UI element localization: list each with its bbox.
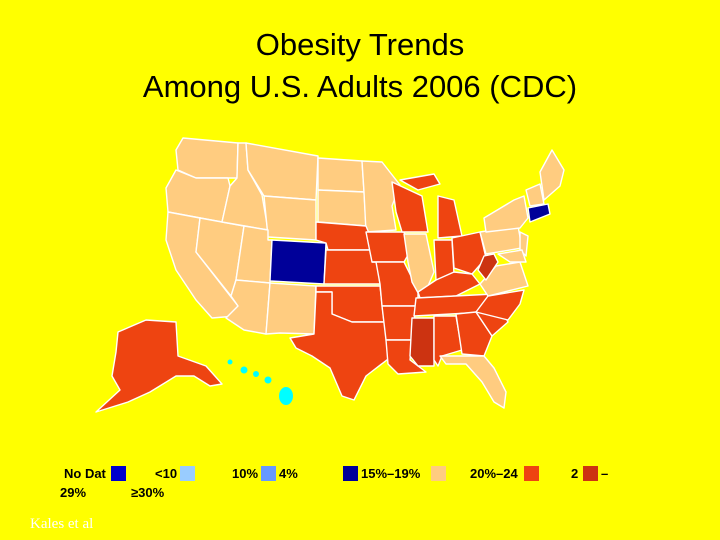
state-new-mexico [265,282,317,335]
state-texas [289,291,393,401]
state-north-dakota [317,157,365,193]
state-colorado [269,239,327,285]
legend-20-24-label: 20%–24 [470,466,518,481]
state-mississippi [409,317,435,367]
state-florida [439,355,507,409]
legend-10-14-swatch [261,466,276,481]
legend-20-24-swatch [431,466,446,481]
legend-ge30-label: ≥30% [131,485,165,500]
map-title-line-2: Among U.S. Adults 2006 (CDC) [142,69,578,104]
legend-10-14-label-right: 4% [279,466,298,481]
legend-lt10-label: <10 [155,466,178,481]
state-north-carolina [475,289,525,321]
state-alaska [95,319,223,413]
state-hawaii [227,359,293,405]
legend-25-29-swatch [524,466,539,481]
legend-25-29-label-right: – [601,466,609,481]
legend-29-pct-label: 29% [60,485,87,500]
state-maryland-delaware [497,249,527,263]
state-maine [539,149,565,201]
state-wisconsin [391,181,429,233]
state-vermont-new-hampshire [525,183,545,207]
state-new-york [483,195,529,233]
legend-no-data-label: No Dat [64,466,106,481]
state-massachusetts-connecticut [527,203,551,223]
legend-lt10-swatch [180,466,195,481]
legend-15-19-swatch [343,466,358,481]
state-washington [175,137,239,179]
legend-15-19-label: 15%–19% [361,466,421,481]
legend-25-29-label-left: 2 [571,466,579,481]
state-wyoming [263,195,317,241]
legend-30-plus-swatch [583,466,598,481]
credit-text: Kales et al [30,516,94,532]
legend-no-data-swatch [111,466,126,481]
legend-10-14-label-left: 10% [232,466,259,481]
map-title-line-1: Obesity Trends [255,27,465,62]
state-south-dakota [317,189,367,227]
state-minnesota [361,160,401,233]
state-west-virginia [477,253,499,281]
